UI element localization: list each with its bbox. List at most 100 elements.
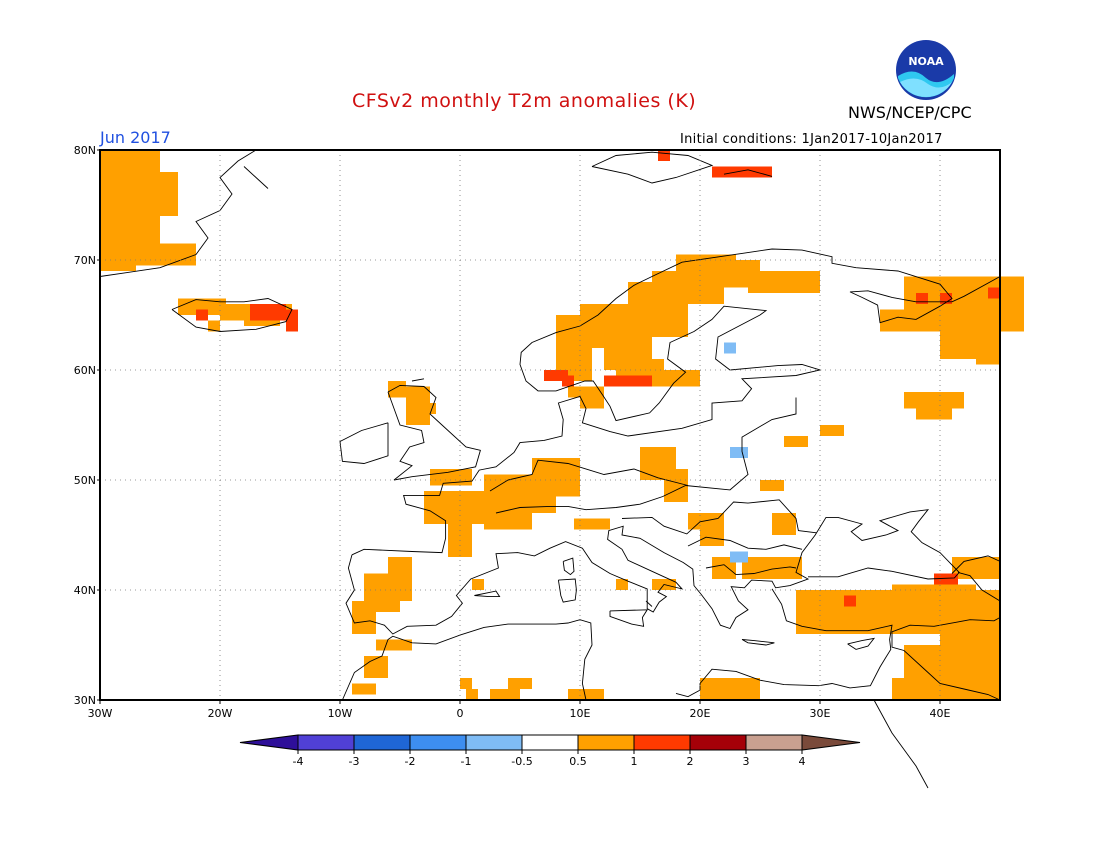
colorbar-swatch: [297, 734, 355, 751]
lat-tick-label: 70N: [74, 254, 96, 267]
colorbar-swatch: [521, 734, 579, 751]
anomaly-cell: [652, 359, 664, 381]
anomaly-cell: [568, 689, 604, 700]
colorbar-right-arrow: [801, 734, 861, 751]
anomaly-cell: [376, 639, 412, 651]
coastline: [591, 151, 714, 184]
anomaly-cell: [820, 425, 844, 436]
anomaly-cell: [724, 342, 736, 354]
lon-tick-label: 20W: [208, 707, 233, 720]
noaa-logo-icon: NOAA: [896, 40, 956, 100]
anomaly-cell: [952, 557, 1000, 579]
anomaly-cell: [508, 678, 532, 689]
anomaly-cell: [556, 463, 580, 497]
anomaly-cell: [730, 447, 748, 458]
colorbar-label: -3: [349, 755, 360, 768]
colorbar-swatch: [577, 734, 635, 751]
anomaly-cell: [364, 656, 388, 678]
colorbar-swatch: [689, 734, 747, 751]
coastline: [345, 509, 960, 635]
colorbar-swatch: [633, 734, 691, 751]
anomaly-cell: [352, 601, 376, 634]
coastline: [609, 609, 649, 627]
coastline: [489, 459, 689, 492]
anomaly-cell: [286, 309, 298, 332]
anomaly-cell: [712, 166, 772, 178]
anomaly-cell: [760, 480, 784, 491]
colorbar-label: -4: [293, 755, 304, 768]
anomaly-cell: [742, 557, 802, 579]
colorbar-label: 3: [743, 755, 750, 768]
anomaly-cell: [916, 293, 928, 304]
lat-tick-label: 50N: [74, 474, 96, 487]
anomaly-cell: [136, 243, 196, 266]
coastline-layer: [99, 149, 1001, 789]
initial-conditions: Initial conditions: 1Jan2017-10Jan2017: [680, 132, 943, 147]
anomaly-cell: [472, 579, 484, 590]
coastline: [705, 564, 797, 576]
lat-tick-label: 80N: [74, 144, 96, 157]
coastline: [351, 248, 1001, 556]
anomaly-cell: [772, 513, 796, 535]
anomaly-cell: [784, 436, 808, 447]
coastline: [341, 619, 593, 701]
lon-tick-label: 30E: [810, 707, 831, 720]
colorbar-label: -0.5: [511, 755, 532, 768]
coastline: [474, 590, 501, 598]
coastline: [687, 536, 803, 550]
coastline: [951, 555, 1001, 574]
coastline: [645, 600, 653, 607]
anomaly-cell: [934, 573, 958, 585]
lon-tick-label: 10W: [328, 707, 353, 720]
anomaly-cell: [424, 491, 484, 524]
colorbar-label: 4: [799, 755, 806, 768]
lat-tick-label: 30N: [74, 694, 96, 707]
anomaly-cell: [748, 271, 820, 293]
colorbar-swatch: [353, 734, 411, 751]
anomaly-cell: [988, 287, 1000, 299]
colorbar-swatch: [409, 734, 467, 751]
anomaly-cell: [574, 518, 610, 530]
coastline: [675, 588, 893, 698]
coastline: [957, 571, 1001, 602]
anomaly-cell: [250, 304, 286, 321]
anomaly-cell: [844, 595, 856, 607]
anomaly-cell: [664, 469, 688, 502]
anomaly-cells-layer: [100, 150, 1024, 700]
anomaly-cell: [628, 375, 652, 387]
anomaly-cell: [466, 689, 478, 700]
lat-tick-label: 40N: [74, 584, 96, 597]
coastline: [411, 378, 425, 382]
colorbar-label: 2: [687, 755, 694, 768]
lon-tick-label: 10E: [570, 707, 591, 720]
agency-label: NWS/NCEP/CPC: [848, 103, 972, 122]
anomaly-cell: [916, 408, 952, 420]
coastline: [171, 298, 293, 332]
gridlines-layer: [100, 150, 1000, 700]
colorbar-label: 1: [631, 755, 638, 768]
colorbar-label: -2: [405, 755, 416, 768]
coastline: [339, 422, 389, 464]
colorbar-label: -1: [461, 755, 472, 768]
anomaly-cell: [100, 150, 136, 271]
anomaly-cell: [424, 403, 436, 414]
noaa-logo-text: NOAA: [908, 55, 944, 68]
anomaly-cell: [388, 557, 412, 601]
anomaly-cell: [700, 524, 724, 546]
coastline: [387, 384, 481, 481]
coastline: [495, 397, 797, 514]
anomaly-cell: [544, 370, 568, 381]
coastline: [891, 617, 1001, 701]
anomaly-cell: [580, 397, 604, 409]
anomaly-cell: [352, 683, 376, 695]
coastline: [741, 639, 775, 646]
map-frame: [99, 149, 1001, 701]
colorbar-swatch: [465, 734, 523, 751]
anomaly-cell: [892, 678, 928, 700]
anomaly-cell: [904, 392, 964, 409]
anomaly-cell: [388, 381, 406, 398]
coastline: [873, 699, 929, 789]
lon-tick-label: 0: [457, 707, 464, 720]
anomaly-cell: [196, 309, 208, 321]
